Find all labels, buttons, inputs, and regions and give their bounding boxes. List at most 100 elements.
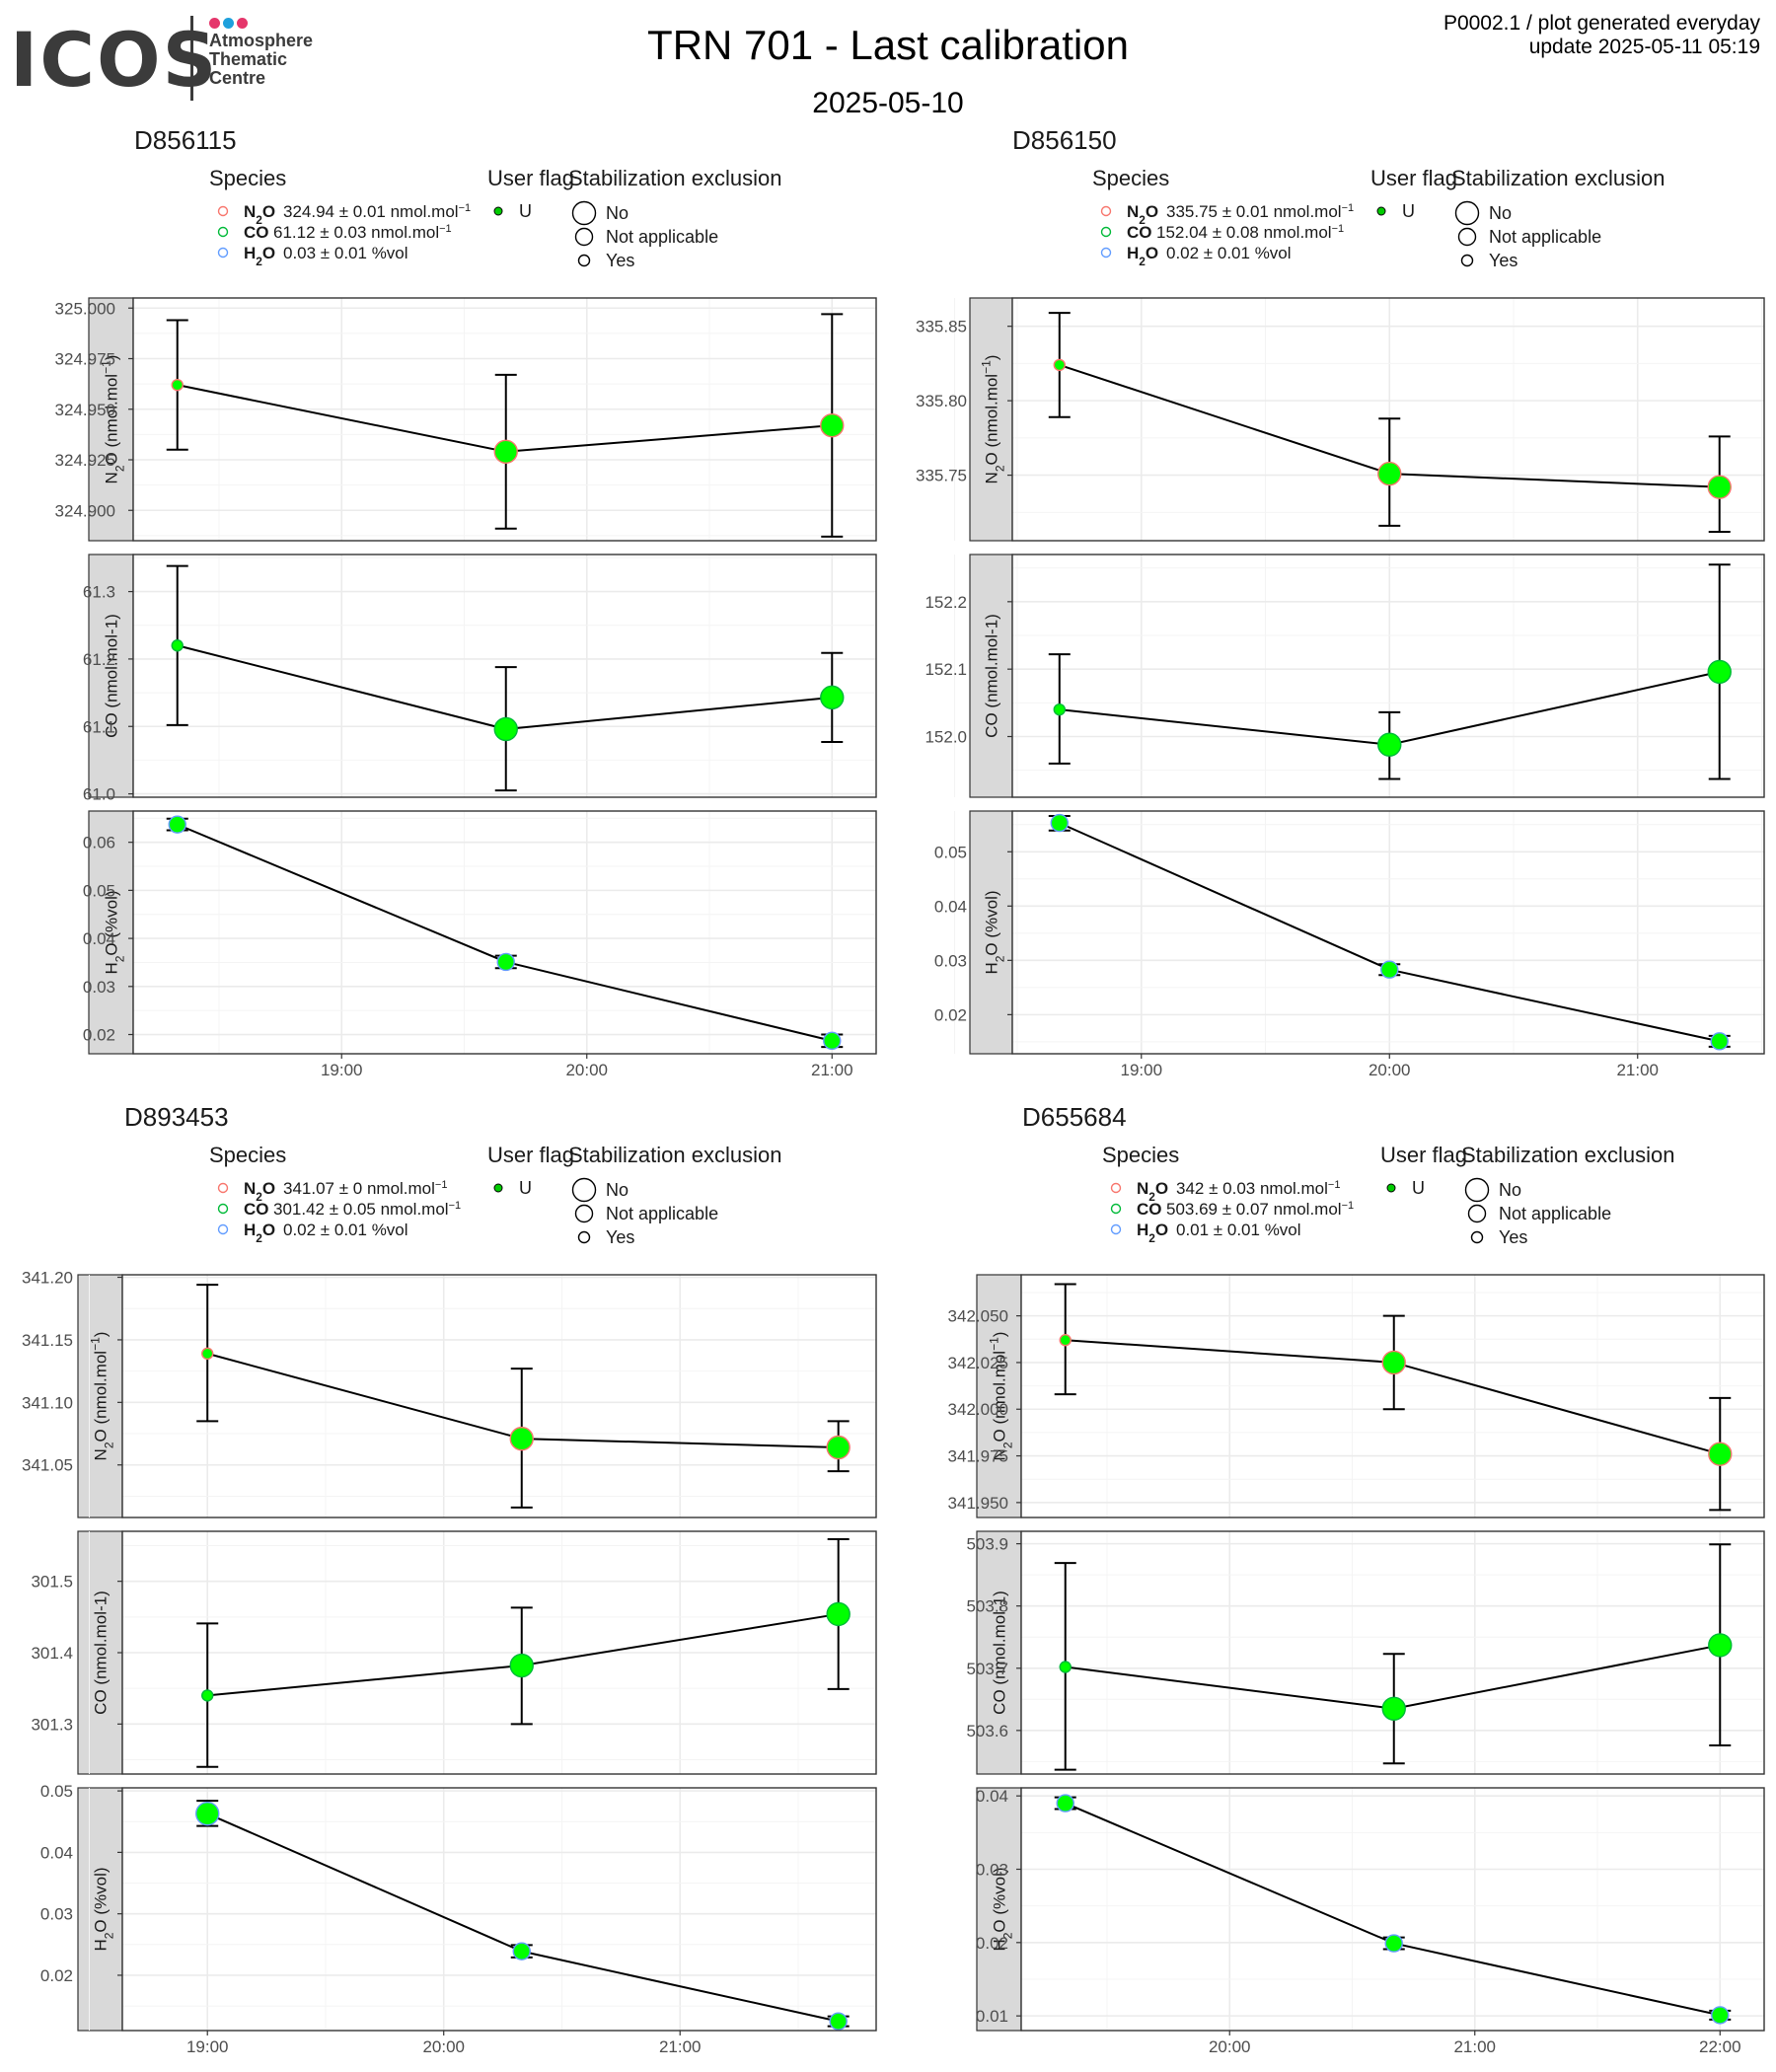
data-point — [509, 1653, 534, 1678]
data-point — [1708, 1633, 1733, 1658]
y-tick-label: 342.000 — [948, 1400, 1008, 1419]
species-name: H2O — [1127, 244, 1158, 268]
legend-user-flag-label: U — [1412, 1178, 1425, 1198]
logo-subtitle-line: Centre — [209, 68, 266, 88]
x-tick-label: 20:00 — [1209, 2037, 1251, 2056]
y-tick-label: 0.01 — [976, 2007, 1008, 2026]
facet-strip-label: CO (nmol.mol-1) — [983, 614, 1001, 738]
legend-title-user-flag: User flag — [487, 1143, 574, 1167]
facet-background — [1012, 811, 1764, 1054]
facet-background — [1012, 555, 1764, 797]
x-tick-label: 19:00 — [1120, 1061, 1162, 1079]
chart-title: TRN 701 - Last calibration — [647, 22, 1129, 68]
y-tick-label: 503.6 — [966, 1722, 1008, 1740]
facet-border — [121, 1530, 877, 1775]
legend-stabilization-label: No — [1489, 203, 1512, 223]
facet-strip-label: N2O (nmol.mol−1) — [100, 355, 127, 484]
y-tick-label: 61.1 — [83, 717, 115, 736]
x-tick-label: 19:00 — [321, 1061, 363, 1079]
facet-strip — [88, 810, 134, 1055]
legend-key-stabilization — [571, 200, 597, 226]
data-point — [509, 1426, 534, 1451]
data-point — [1711, 2006, 1730, 2025]
data-point — [1377, 461, 1402, 486]
legend-title-species: Species — [209, 166, 286, 190]
facet: H2O (%vol) 0.05 0.04 0.03 0.02 — [934, 810, 1765, 1055]
legend-key-user-flag — [493, 206, 503, 216]
data-point — [493, 439, 518, 464]
y-tick-label: 335.80 — [916, 392, 967, 410]
logo-wordmark: ICOS — [10, 16, 219, 104]
y-tick-label: 0.05 — [83, 881, 115, 900]
y-tick-label: 0.04 — [83, 929, 115, 948]
logo-subtitle: Atmosphere Thematic Centre — [209, 32, 313, 88]
facet-background — [1021, 1275, 1764, 1517]
logo-separator — [190, 16, 193, 101]
y-tick-label: 301.4 — [31, 1644, 73, 1663]
facet-strip-label: CO (nmol.mol-1) — [991, 1591, 1009, 1715]
y-tick-label: 341.950 — [948, 1494, 1008, 1513]
data-point — [195, 1801, 220, 1826]
data-point — [823, 1031, 842, 1051]
legend-stabilization-label: Yes — [1489, 251, 1517, 270]
data-point — [1059, 1334, 1072, 1347]
legend: Species N2O 341.07 ± 0 nmol.mol−1 CO 301.42 … — [209, 1143, 781, 1247]
facet-strip-label: N2O (nmol.mol−1) — [980, 355, 1007, 484]
facet-border — [132, 810, 877, 1055]
data-point — [1053, 703, 1066, 716]
y-tick-label: 152.2 — [925, 593, 967, 612]
y-tick-label: 301.3 — [31, 1715, 73, 1734]
credit-line: P0002.1 / plot generated everyday — [1443, 12, 1760, 35]
data-point — [1707, 475, 1732, 499]
facet-border — [1011, 810, 1765, 1055]
y-tick-label: 324.975 — [55, 350, 115, 369]
logo-subtitle-line: Atmosphere — [209, 31, 314, 50]
legend-stabilization-label: Yes — [1499, 1227, 1527, 1247]
panel-d856150: D856150 Species N2O 335.75 ± 0.01 nmol.mol−… — [916, 125, 1765, 1079]
facet-border — [1020, 1530, 1765, 1775]
panel-d856115: D856115 Species N2O 324.94 ± 0.01 nmol.mol−… — [55, 125, 956, 1079]
facet-background — [133, 811, 876, 1054]
data-point — [1381, 1350, 1406, 1375]
legend-user-flag-label: U — [519, 201, 532, 221]
species-name: N2O — [244, 1179, 275, 1204]
x-tick-label: 20:00 — [422, 2037, 465, 2056]
facet-strip — [88, 554, 134, 798]
species-name: N2O — [244, 202, 275, 227]
facet-strip — [976, 1787, 1022, 2032]
legend-stabilization-label: No — [606, 203, 629, 223]
legend-title-stabilization: Stabilization exclusion — [568, 1143, 781, 1167]
x-tick-label: 22:00 — [1699, 2037, 1741, 2056]
y-tick-label: 335.75 — [916, 467, 967, 485]
data-point — [1710, 1032, 1729, 1051]
data-point — [1384, 1934, 1403, 1953]
data-point — [826, 1435, 851, 1460]
y-tick-label: 341.15 — [22, 1331, 73, 1350]
facet-border — [1011, 554, 1765, 798]
data-point — [168, 815, 186, 834]
species-name: N2O — [1127, 202, 1158, 227]
y-tick-label: 342.050 — [948, 1307, 1008, 1326]
legend-value: 301.42 ± 0.05 nmol.mol−1 — [273, 1200, 461, 1219]
y-tick-label: 341.05 — [22, 1456, 73, 1475]
data-point — [1381, 1696, 1406, 1721]
y-tick-label: 61.2 — [83, 650, 115, 669]
legend-key-co — [1100, 226, 1112, 238]
facet: H2O (%vol) 0.04 0.03 0.02 0.01 — [976, 1787, 1765, 2032]
legend-value: 0.02 ± 0.01 %vol — [283, 1221, 408, 1239]
logo-dot — [223, 18, 234, 29]
data-point — [1707, 659, 1732, 685]
facet: H2O (%vol) 0.05 0.04 0.03 0.02 — [40, 1782, 877, 2032]
data-point — [1708, 1442, 1733, 1466]
y-tick-label: 0.03 — [934, 951, 967, 970]
y-tick-label: 0.03 — [40, 1905, 73, 1924]
legend-key-n2o — [217, 205, 229, 217]
y-tick-label: 61.3 — [83, 583, 115, 602]
facet-background — [1021, 1531, 1764, 1774]
facet-border — [1011, 297, 1765, 542]
credit-line: update 2025-05-11 05:19 — [1528, 36, 1760, 58]
panel-title: D655684 — [1022, 1102, 1127, 1132]
data-point — [820, 412, 845, 438]
facet-background — [133, 298, 876, 541]
y-tick-label: 0.02 — [83, 1026, 115, 1045]
